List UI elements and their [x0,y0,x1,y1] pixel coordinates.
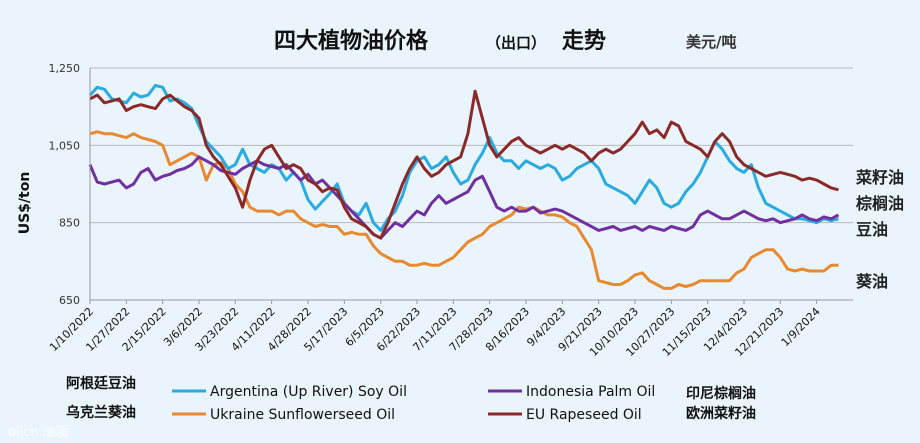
legend-cn-2: 乌克兰葵油 [66,404,136,421]
y-tick-label: 850 [59,217,80,230]
chart-title-note: （出口） [486,34,546,52]
legend-cn-3: 欧洲菜籽油 [686,405,756,422]
chart-title-suffix: 走势 [562,28,606,54]
legend-entry-2: Ukraine Sunflowerseed Oil [210,407,395,423]
end-label-0: 豆油 [856,220,888,239]
x-tick-labels: 1/10/20221/27/20222/15/20223/6/20223/23/… [47,305,823,359]
end-label-3: 菜籽油 [855,168,904,187]
y-axis-label: US$/ton [17,172,33,235]
series-line-3 [89,89,839,240]
legend-entry-0: Argentina (Up River) Soy Oil [210,384,407,400]
chart-title-group: 四大植物油价格 （出口） 走势 美元/吨 [274,28,737,54]
end-label-2: 葵油 [856,272,888,291]
chart-unit: 美元/吨 [686,33,736,51]
y-tick-label: 650 [59,294,80,307]
watermark: oilcn.油脂 [8,425,69,440]
series-line-1 [88,155,840,240]
end-label-1: 棕榈油 [856,194,904,213]
legend-entry-1: Indonesia Palm Oil [526,384,655,400]
series-lines [88,83,840,290]
axes [89,68,853,304]
x-tick-label: 1/9/2024 [779,305,823,349]
y-tick-label: 1,050 [49,139,81,152]
legend-cn-1: 印尼棕榈油 [686,385,756,402]
y-tick-label: 1,250 [49,62,81,75]
y-tick-labels: 650 850 1,050 1,250 [49,62,81,307]
legend-cn-0: 阿根廷豆油 [66,375,136,392]
chart-title: 四大植物油价格 [274,28,429,54]
legend: Argentina (Up River) Soy Oil 阿根廷豆油 Indones… [66,375,756,423]
legend-entry-3: EU Rapeseed Oil [526,407,642,423]
